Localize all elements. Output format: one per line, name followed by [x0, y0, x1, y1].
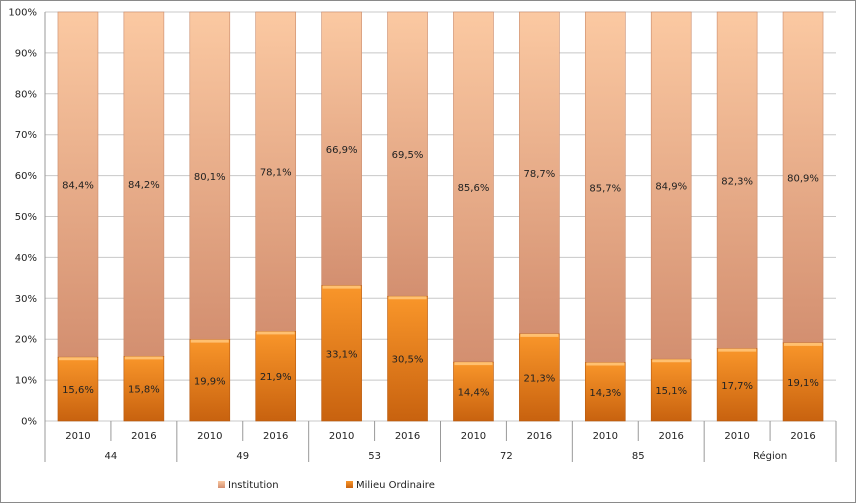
- y-tick-label: 50%: [15, 212, 37, 223]
- data-label-milieu: 14,4%: [458, 388, 490, 399]
- y-tick-label: 20%: [15, 335, 37, 346]
- group-label: 44: [105, 451, 118, 462]
- x-tick-label: 2010: [461, 431, 486, 442]
- data-label-milieu: 17,7%: [721, 381, 753, 392]
- legend-label-institution: Institution: [228, 480, 279, 491]
- group-label: 85: [632, 451, 645, 462]
- y-tick-label: 30%: [15, 294, 37, 305]
- bar-milieu-ordinaire: [519, 333, 560, 422]
- y-tick-label: 80%: [15, 89, 37, 100]
- x-tick-label: 2016: [131, 431, 156, 442]
- data-label-milieu: 30,5%: [392, 355, 424, 366]
- x-tick-label: 2010: [593, 431, 618, 442]
- bar-highlight: [784, 342, 823, 346]
- y-tick-label: 70%: [15, 130, 37, 141]
- bar-institution: [123, 11, 165, 357]
- bar-institution: [782, 11, 824, 344]
- data-label-institution: 84,2%: [128, 180, 160, 191]
- group-label: 53: [368, 451, 381, 462]
- data-label-institution: 82,3%: [721, 176, 753, 187]
- data-label-institution: 78,1%: [260, 168, 292, 179]
- bar-milieu-ordinaire: [453, 361, 494, 422]
- data-label-milieu: 33,1%: [326, 349, 358, 360]
- data-label-milieu: 19,9%: [194, 376, 226, 387]
- legend-swatch-institution: [218, 481, 225, 488]
- data-label-milieu: 14,3%: [589, 388, 621, 399]
- data-label-milieu: 15,6%: [62, 385, 94, 396]
- group-label: 72: [500, 451, 513, 462]
- bar-highlight: [124, 356, 163, 360]
- bar-institution: [189, 11, 231, 340]
- bar-milieu-ordinaire: [123, 356, 165, 422]
- x-tick-label: 2016: [658, 431, 683, 442]
- group-label: 49: [236, 451, 249, 462]
- legend-label-milieu-ordinaire: Milieu Ordinaire: [356, 480, 435, 491]
- data-label-institution: 80,1%: [194, 172, 226, 183]
- data-label-institution: 84,9%: [655, 182, 687, 193]
- bar-institution: [255, 11, 297, 332]
- x-tick-label: 2016: [263, 431, 288, 442]
- x-tick-label: 2010: [724, 431, 749, 442]
- bar-highlight: [322, 285, 361, 289]
- data-label-institution: 78,7%: [523, 169, 555, 180]
- bar-milieu-ordinaire: [650, 358, 692, 422]
- bar-milieu-ordinaire: [782, 342, 824, 422]
- x-tick-label: 2010: [65, 431, 90, 442]
- bar-milieu-ordinaire: [189, 339, 231, 422]
- bar-institution: [650, 11, 692, 360]
- bar-milieu-ordinaire: [387, 295, 428, 422]
- data-label-institution: 85,7%: [589, 183, 621, 194]
- x-tick-label: 2016: [395, 431, 420, 442]
- y-tick-label: 0%: [21, 417, 37, 428]
- data-label-milieu: 15,8%: [128, 385, 160, 396]
- data-label-milieu: 21,3%: [523, 373, 555, 384]
- y-tick-label: 90%: [15, 48, 37, 59]
- bar-highlight: [718, 348, 757, 352]
- bar-highlight: [652, 359, 691, 363]
- bar-highlight: [520, 333, 559, 337]
- x-tick-label: 2010: [197, 431, 222, 442]
- y-tick-label: 40%: [15, 253, 37, 264]
- bar-institution: [716, 11, 758, 349]
- y-tick-label: 10%: [15, 376, 37, 387]
- bar-highlight: [190, 339, 229, 343]
- x-tick-label: 2016: [527, 431, 552, 442]
- bar-highlight: [256, 331, 295, 335]
- y-tick-label: 60%: [15, 171, 37, 182]
- data-label-institution: 84,4%: [62, 181, 94, 192]
- y-tick-label: 100%: [8, 8, 37, 19]
- group-label: Région: [753, 450, 787, 462]
- bar-milieu-ordinaire: [716, 348, 758, 422]
- bar-institution: [453, 11, 494, 363]
- bar-highlight: [586, 362, 625, 366]
- x-tick-label: 2016: [790, 431, 815, 442]
- legend-swatch-milieu-ordinaire: [346, 481, 353, 488]
- bar-institution: [519, 11, 560, 335]
- data-label-milieu: 19,1%: [787, 378, 819, 389]
- bar-highlight: [388, 296, 427, 300]
- x-tick-label: 2010: [329, 431, 354, 442]
- bar-milieu-ordinaire: [57, 356, 99, 422]
- bar-institution: [387, 11, 428, 297]
- data-label-milieu: 15,1%: [655, 386, 687, 397]
- bar-highlight: [58, 357, 97, 361]
- data-label-institution: 85,6%: [458, 183, 490, 194]
- bar-milieu-ordinaire: [584, 362, 626, 422]
- bar-institution: [321, 11, 362, 286]
- data-label-institution: 69,5%: [392, 150, 424, 161]
- data-label-institution: 66,9%: [326, 145, 358, 156]
- data-label-milieu: 21,9%: [260, 372, 292, 383]
- data-label-institution: 80,9%: [787, 173, 819, 184]
- bar-highlight: [454, 362, 493, 366]
